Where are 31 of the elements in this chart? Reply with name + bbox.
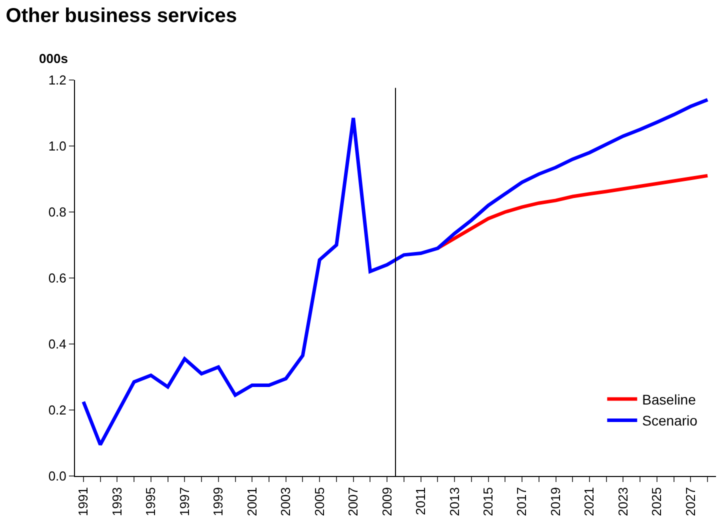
x-tick-label: 2007 [346,487,361,516]
x-tick-label: 2027 [682,487,698,516]
x-tick-label: 2013 [446,487,462,516]
x-tick-label: 2001 [244,487,260,516]
x-tick-label: 2015 [480,487,496,516]
x-tick-label: 2017 [514,487,530,516]
x-tick-label: 1999 [210,487,226,516]
y-tick-label: 1.2 [48,72,66,88]
x-tick-label: 2005 [312,487,327,516]
y-tick-label: 0.8 [48,204,66,220]
x-tick-label: 2021 [582,487,597,516]
y-tick-label: 0.2 [48,402,66,418]
chart-title: Other business services [6,4,237,27]
y-axis-title: 000s [39,51,68,66]
x-tick-label: 1993 [109,487,124,516]
x-tick-label: 2011 [413,487,428,516]
x-tick-label: 1997 [176,487,192,516]
x-tick-label: 2019 [548,487,563,516]
y-tick-label: 0.0 [48,468,66,484]
x-tick-label: 1991 [76,487,91,516]
legend-label: Baseline [642,391,696,408]
line-series [82,98,710,446]
y-tick-label: 0.4 [48,336,66,352]
y-tick-label: 0.6 [48,270,66,286]
x-tick-label: 2003 [278,487,294,516]
y-tick-label: 1.0 [48,138,66,154]
legend-label: Scenario [642,412,698,429]
x-tick-label: 2025 [649,487,664,516]
x-tick-label: 1995 [143,487,158,516]
x-tick-label: 2023 [615,487,630,516]
x-tick-label: 2009 [379,487,394,516]
